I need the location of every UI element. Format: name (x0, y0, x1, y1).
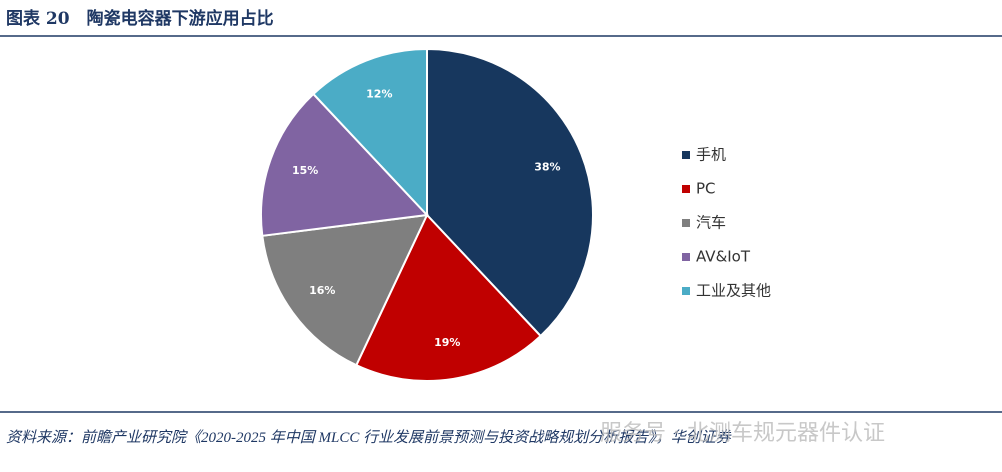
legend-swatch (682, 287, 690, 295)
legend-label: 汽车 (696, 214, 726, 232)
watermark: 服务号 · 北测车规元器件认证 (600, 421, 885, 446)
data-label: 38% (534, 160, 560, 173)
legend-swatch (682, 151, 690, 159)
data-label: 15% (292, 164, 318, 177)
legend-label: AV&IoT (696, 248, 751, 266)
legend-swatch (682, 185, 690, 193)
chart-title: 图表 20 陶瓷电容器下游应用占比 (6, 8, 274, 29)
pie-slice (354, 213, 543, 382)
data-label: 16% (309, 284, 335, 297)
source: 资料来源：前瞻产业研究院《2020-2025 年中国 MLCC 行业发展前景预测… (6, 429, 732, 446)
legend-label: PC (696, 180, 716, 198)
legend-label: 工业及其他 (696, 282, 771, 300)
data-label: 12% (366, 88, 392, 101)
legend-swatch (682, 253, 690, 261)
legend-label: 手机 (696, 146, 726, 164)
pie-slice (261, 213, 429, 367)
pie-slice (426, 47, 594, 338)
pie-slice (260, 92, 430, 237)
data-label: 19% (434, 336, 460, 349)
pie-slice (311, 47, 428, 218)
legend-swatch (682, 219, 690, 227)
